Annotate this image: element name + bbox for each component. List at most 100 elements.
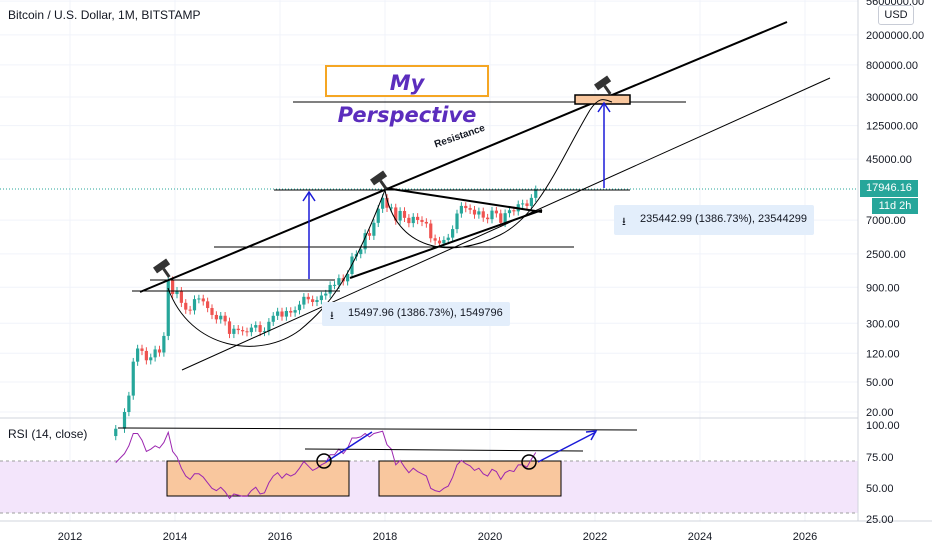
rsi-axis[interactable]: 100.00 75.00 50.00 25.00 [866, 420, 900, 526]
time-tick-label: 2012 [58, 531, 82, 543]
time-tick-label: 2022 [583, 531, 607, 543]
time-tick-label: 2018 [373, 531, 397, 543]
candle [529, 197, 533, 206]
price-tick-label: 300000.00 [866, 92, 918, 104]
measure-arrow-2-head [597, 101, 611, 113]
candle [433, 238, 437, 241]
candle [372, 222, 376, 236]
drawings[interactable] [117, 21, 831, 470]
triangle-lower-line[interactable] [349, 209, 543, 279]
candle [258, 325, 262, 332]
candle [184, 302, 188, 310]
candle [521, 203, 525, 205]
candle [424, 221, 428, 224]
measure-label-2[interactable]: ⭳ 235442.99 (1386.73%), 23544299 [614, 205, 814, 235]
candle [267, 321, 271, 332]
candle [114, 428, 118, 437]
candle [149, 357, 153, 361]
measure-label-1[interactable]: ⭳ 15497.96 (1386.73%), 1549796 [322, 302, 510, 326]
rsi-highlight-box-2[interactable] [378, 460, 562, 497]
rsi-breakout-line[interactable] [325, 431, 373, 463]
candle [188, 309, 192, 311]
price-tick-label: 125000.00 [866, 121, 918, 133]
price-tick-label: 5600000.00 [866, 0, 924, 8]
candle [499, 213, 503, 223]
candle [468, 208, 472, 210]
candle [214, 314, 218, 320]
candle [512, 210, 516, 212]
candle [411, 216, 415, 224]
price-axis[interactable]: 5600000.00 2000000.00 800000.00 300000.00 12… [866, 0, 924, 419]
rsi-indicator-label[interactable]: RSI (14, close) [8, 427, 88, 441]
rsi-tick-label: 75.00 [866, 452, 894, 464]
price-tick-label: 900.00 [866, 282, 900, 294]
price-tick-label: 2000000.00 [866, 30, 924, 42]
resistance-trendline[interactable] [139, 21, 788, 293]
candle [210, 308, 214, 315]
candle [459, 205, 463, 214]
candle [284, 310, 288, 317]
rsi-breakout-circle-1[interactable] [316, 453, 332, 469]
support-channel-line[interactable] [181, 77, 831, 371]
candle [171, 280, 175, 295]
candle [140, 348, 144, 351]
candle [398, 210, 402, 221]
candle [122, 412, 127, 429]
range-arrow-icon: ⭳ [622, 216, 626, 228]
rsi-line [115, 430, 537, 500]
candle [376, 208, 380, 223]
candle [131, 361, 135, 396]
rsi-hline[interactable] [304, 448, 584, 452]
candle [306, 296, 310, 300]
candle [525, 203, 529, 206]
candle [420, 219, 424, 222]
rsi-tick-label: 25.00 [866, 514, 894, 526]
perspective-label[interactable]: My Perspective [325, 65, 489, 127]
cup-curve-2[interactable] [384, 109, 591, 249]
candle [127, 395, 131, 412]
candle [311, 299, 315, 302]
rsi-resistance-line[interactable] [117, 427, 638, 431]
time-tick-label: 2020 [478, 531, 502, 543]
candle [446, 237, 450, 240]
candle [315, 300, 319, 302]
time-axis[interactable]: 2012 2014 2016 2018 2020 2022 2024 2026 [58, 531, 817, 543]
candle [494, 210, 498, 214]
candle-countdown: 11d 2h [872, 198, 918, 214]
price-tick-label: 2500.00 [866, 249, 906, 261]
chart-title: Bitcoin / U.S. Dollar, 1M, BITSTAMP [8, 8, 201, 22]
candle [328, 285, 332, 294]
candle [359, 249, 363, 255]
price-tick-label: 300.00 [866, 318, 900, 330]
candle [416, 216, 420, 220]
candle [175, 290, 179, 295]
candle [219, 315, 223, 320]
candle [232, 328, 236, 334]
time-tick-label: 2024 [688, 531, 712, 543]
rsi-breakout-circle-2[interactable] [521, 454, 537, 470]
gavel-icon [594, 75, 612, 95]
currency-badge[interactable]: USD [878, 5, 914, 25]
rsi-tick-label: 50.00 [866, 483, 894, 495]
candle [472, 209, 477, 215]
candle [254, 325, 258, 328]
candle [227, 321, 232, 334]
candle [241, 330, 245, 332]
candle [402, 210, 407, 218]
candle [477, 211, 481, 215]
candle [367, 233, 372, 236]
candle [385, 197, 389, 208]
rsi-projection-arrow[interactable] [537, 431, 597, 463]
time-tick-label: 2016 [268, 531, 292, 543]
rsi-tick-label: 100.00 [866, 420, 900, 432]
candle [437, 240, 442, 244]
candle [249, 327, 253, 333]
triangle-upper-line[interactable] [384, 187, 543, 213]
price-tick-label: 45000.00 [866, 154, 912, 166]
candle [507, 210, 512, 214]
candle [481, 211, 485, 218]
gavel-icon [370, 170, 388, 190]
cup-curve-3[interactable] [589, 99, 613, 111]
cup-curve-1[interactable] [167, 189, 386, 347]
